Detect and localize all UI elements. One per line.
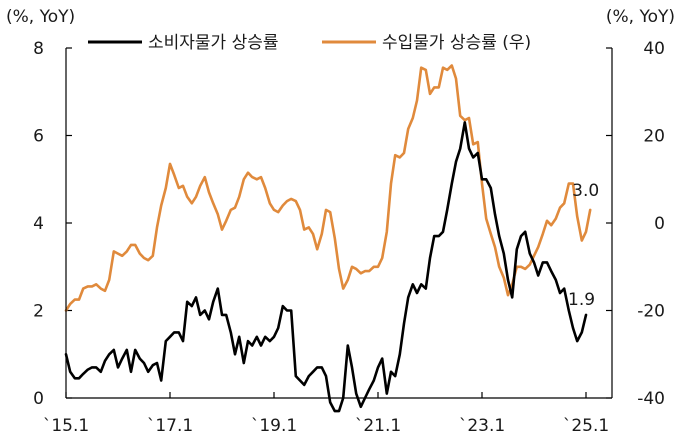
right-tick-label: 40	[643, 39, 665, 59]
right-axis-ticks: -40 -20 0 20 40	[606, 39, 665, 409]
left-tick-label: 4	[33, 214, 44, 234]
x-tick-label: `21.1	[355, 416, 401, 436]
left-tick-label: 0	[33, 389, 44, 409]
x-tick-label: `15.1	[43, 416, 89, 436]
x-tick-label: `25.1	[563, 416, 609, 436]
left-tick-label: 6	[33, 127, 44, 147]
right-tick-label: -20	[637, 302, 665, 322]
right-tick-label: -40	[637, 389, 665, 409]
right-tick-label: 20	[643, 127, 665, 147]
legend-label-cpi: 소비자물가 상승률	[148, 33, 279, 53]
right-tick-label: 0	[654, 214, 665, 234]
left-axis-unit: (%, YoY)	[6, 7, 75, 27]
left-tick-label: 2	[33, 302, 44, 322]
series-layer: 3.0 1.9	[64, 64, 599, 413]
legend-label-import: 수입물가 상승률 (우)	[382, 33, 531, 53]
series-line-cpi	[64, 121, 588, 413]
x-tick-label: `19.1	[251, 416, 297, 436]
end-label-cpi: 1.9	[568, 290, 595, 310]
end-label-import: 3.0	[572, 181, 599, 201]
x-tick-label: `17.1	[147, 416, 193, 436]
x-axis-ticks: `15.1 `17.1 `19.1 `21.1 `23.1 `25.1	[43, 392, 609, 436]
x-tick-label: `23.1	[459, 416, 505, 436]
right-axis-unit: (%, YoY)	[606, 7, 675, 27]
left-tick-label: 8	[33, 39, 44, 59]
legend: 소비자물가 상승률 수입물가 상승률 (우)	[88, 33, 531, 53]
series-line-import	[64, 64, 592, 312]
